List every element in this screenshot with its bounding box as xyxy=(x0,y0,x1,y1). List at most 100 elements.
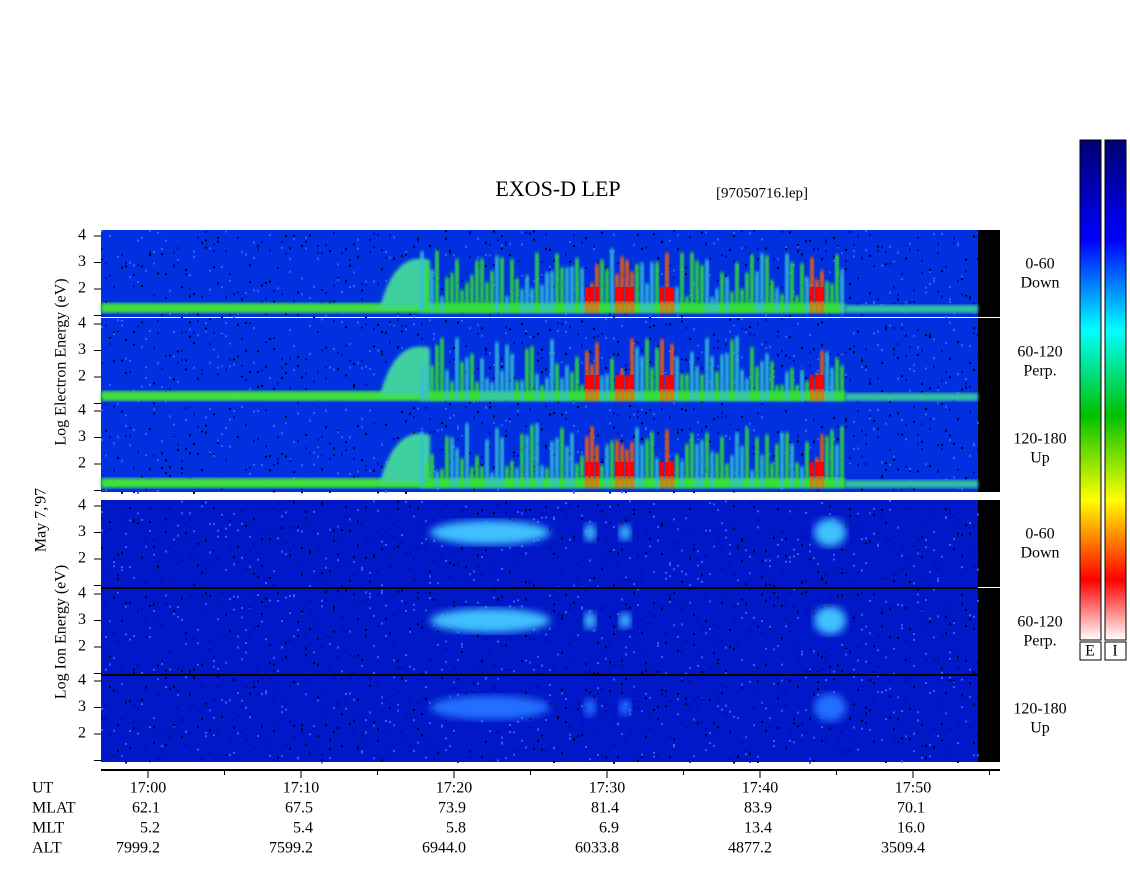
noise xyxy=(693,548,695,551)
feature xyxy=(495,255,499,313)
noise xyxy=(253,361,255,364)
noise xyxy=(125,371,127,374)
noise xyxy=(809,558,811,561)
noise xyxy=(893,348,895,351)
noise xyxy=(329,668,331,671)
noise xyxy=(769,345,771,348)
noise xyxy=(301,464,303,467)
noise xyxy=(145,432,147,435)
noise xyxy=(221,715,223,718)
noise xyxy=(905,465,907,468)
noise xyxy=(621,664,623,667)
feature xyxy=(550,339,554,401)
y-tick-label: 4 xyxy=(78,585,86,602)
noise xyxy=(445,640,447,643)
noise xyxy=(869,417,871,420)
noise xyxy=(905,438,907,441)
noise xyxy=(777,596,779,599)
noise xyxy=(673,402,675,405)
feature xyxy=(585,296,589,313)
noise xyxy=(361,659,363,662)
noise xyxy=(901,303,903,306)
noise xyxy=(101,589,103,592)
noise xyxy=(361,289,363,292)
feature xyxy=(584,523,596,542)
noise xyxy=(261,369,263,372)
noise xyxy=(325,582,327,585)
noise xyxy=(209,408,211,411)
noise xyxy=(625,578,627,581)
noise xyxy=(341,453,343,456)
noise xyxy=(473,607,475,610)
noise xyxy=(289,685,291,688)
noise xyxy=(489,406,491,409)
noise xyxy=(557,747,559,750)
noise xyxy=(753,551,755,554)
noise xyxy=(281,620,283,623)
noise xyxy=(421,626,423,629)
noise xyxy=(881,740,883,743)
noise xyxy=(305,447,307,450)
noise xyxy=(681,678,683,681)
noise xyxy=(449,745,451,748)
noise xyxy=(685,639,687,642)
feature xyxy=(555,437,559,488)
noise xyxy=(481,756,483,759)
noise xyxy=(353,363,355,366)
noise xyxy=(909,707,911,710)
noise xyxy=(733,232,735,235)
feature xyxy=(690,433,694,488)
noise xyxy=(869,414,871,417)
noise xyxy=(165,686,167,689)
noise xyxy=(641,569,643,572)
noise xyxy=(613,549,615,552)
noise xyxy=(921,756,923,759)
noise xyxy=(977,257,979,260)
noise xyxy=(313,630,315,633)
noise xyxy=(365,635,367,638)
noise xyxy=(553,705,555,708)
noise xyxy=(493,230,495,233)
noise xyxy=(645,529,647,532)
noise xyxy=(725,672,727,675)
feature xyxy=(800,466,804,488)
noise xyxy=(173,724,175,727)
noise xyxy=(977,600,979,603)
noise xyxy=(341,713,343,716)
feature xyxy=(430,365,434,401)
noise xyxy=(725,255,727,258)
noise xyxy=(773,745,775,748)
noise xyxy=(245,378,247,381)
noise xyxy=(953,686,955,689)
feature xyxy=(780,432,784,488)
feature xyxy=(630,287,634,301)
noise xyxy=(633,592,635,595)
noise xyxy=(297,440,299,443)
noise xyxy=(925,744,927,747)
noise xyxy=(689,507,691,510)
noise xyxy=(257,245,259,248)
noise xyxy=(321,435,323,438)
noise xyxy=(589,559,591,562)
noise xyxy=(521,545,523,548)
noise xyxy=(753,334,755,337)
noise xyxy=(869,632,871,635)
noise xyxy=(373,345,375,348)
noise xyxy=(329,250,331,253)
noise xyxy=(181,735,183,738)
noise xyxy=(693,408,695,411)
noise xyxy=(577,735,579,738)
noise xyxy=(281,755,283,758)
noise xyxy=(845,419,847,422)
noise xyxy=(217,236,219,239)
noise xyxy=(653,503,655,506)
noise xyxy=(929,743,931,746)
noise xyxy=(461,651,463,654)
noise xyxy=(953,328,955,331)
noise xyxy=(437,714,439,717)
feature xyxy=(715,288,719,313)
noise xyxy=(345,707,347,710)
noise xyxy=(749,572,751,575)
row-value: 81.4 xyxy=(591,800,619,817)
noise xyxy=(461,279,463,282)
